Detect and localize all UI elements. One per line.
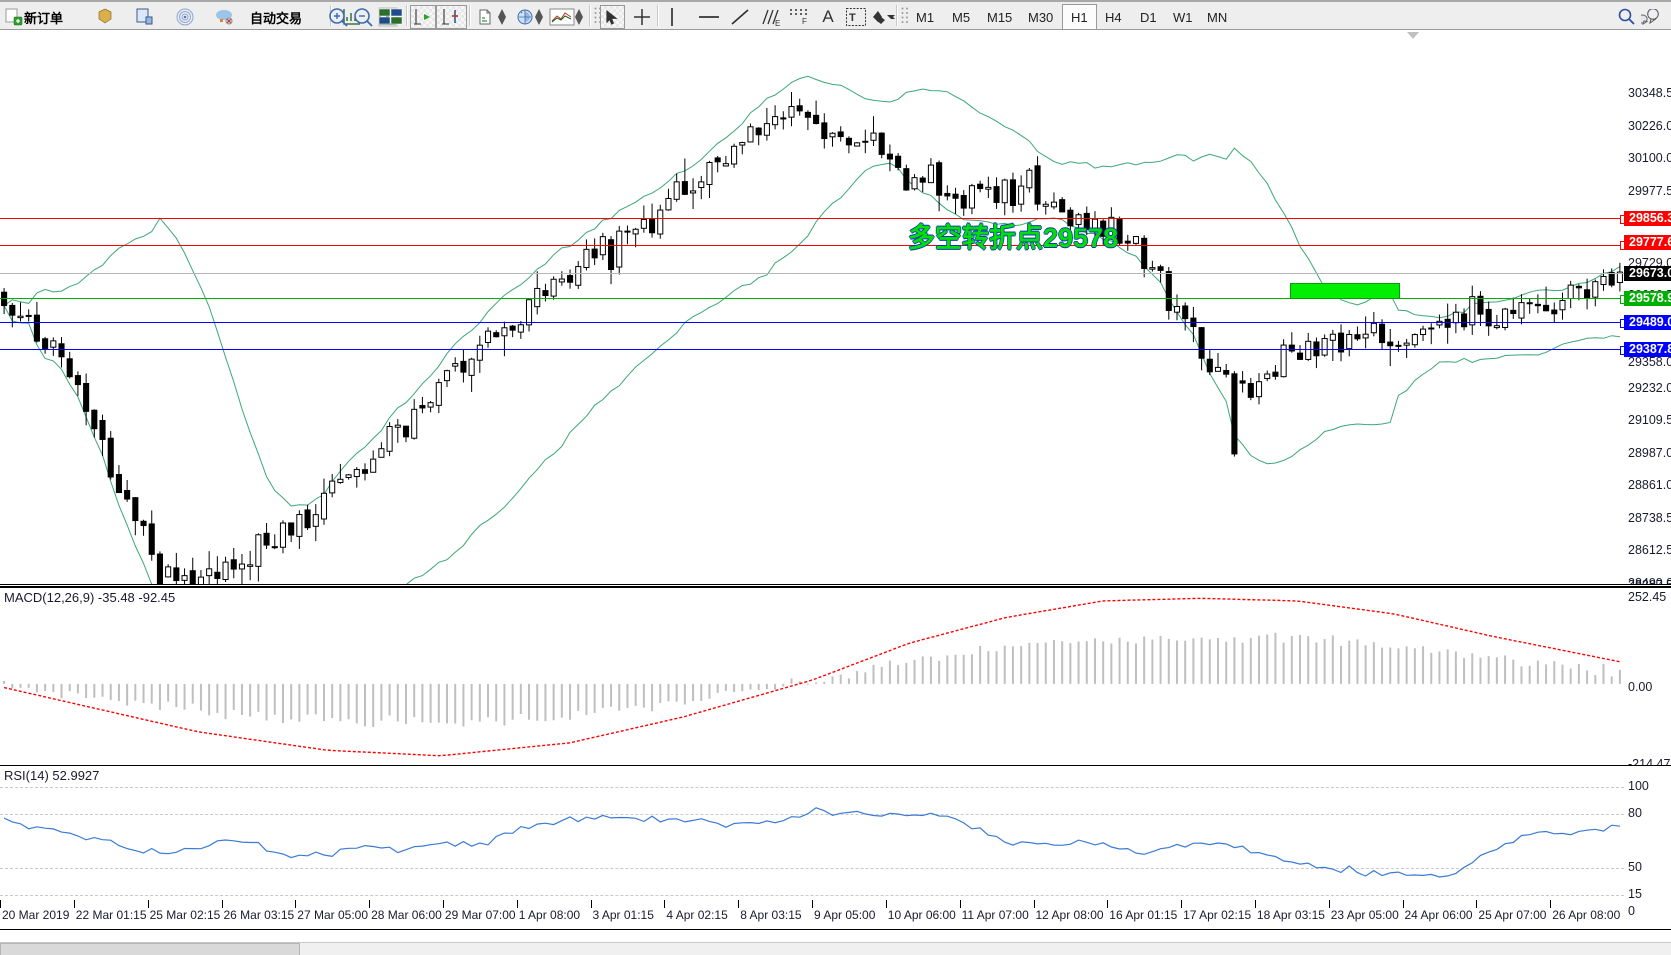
svg-text:F: F: [802, 17, 807, 25]
svg-text:T: T: [849, 12, 856, 24]
svg-text:E: E: [775, 19, 780, 27]
